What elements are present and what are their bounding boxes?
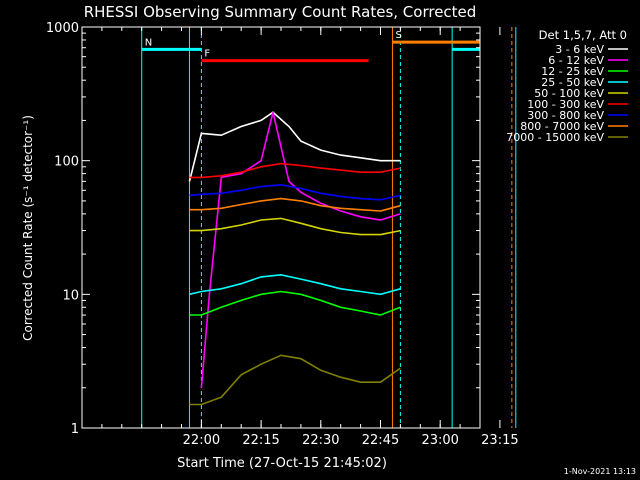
x-tick-label-0: 22:00 (183, 433, 220, 448)
chart-title: RHESSI Observing Summary Count Rates, Co… (84, 3, 477, 21)
legend-label-1: 6 - 12 keV (548, 54, 604, 67)
series-line-0 (188, 111, 401, 182)
legend-label-6: 300 - 800 keV (527, 109, 604, 122)
legend-label-8: 7000 - 15000 keV (506, 131, 604, 144)
series-line-4 (189, 217, 401, 236)
y-tick-label-1: 10 (62, 288, 79, 303)
timestamp: 1-Nov-2021 13:13 (564, 467, 636, 476)
series-line-3 (189, 273, 401, 296)
x-tick-label-5: 23:15 (481, 433, 518, 448)
series-line-1 (200, 112, 401, 388)
flag-label-S: S (395, 30, 401, 41)
legend-label-5: 100 - 300 keV (527, 98, 604, 111)
y-axis-label: Corrected Count Rate (s⁻¹ detector⁻¹) (21, 115, 35, 341)
series-line-8 (189, 354, 401, 406)
series-line-2 (189, 290, 401, 316)
series-line-6 (189, 183, 401, 201)
series-line-7 (189, 197, 401, 212)
legend-label-4: 50 - 100 keV (534, 87, 604, 100)
flag-label-F: F (204, 49, 210, 60)
legend-title: Det 1,5,7, Att 0 (539, 28, 627, 42)
y-tick-label-3: 1000 (46, 21, 79, 36)
x-axis-label: Start Time (27-Oct-15 21:45:02) (177, 456, 387, 471)
legend-label-3: 25 - 50 keV (541, 76, 604, 89)
series-line-5 (189, 162, 401, 179)
y-tick-label-2: 100 (54, 155, 79, 170)
legend-label-2: 12 - 25 keV (541, 65, 604, 78)
x-tick-label-1: 22:15 (242, 433, 279, 448)
legend-label-7: 800 - 7000 keV (520, 120, 604, 133)
x-tick-label-3: 22:45 (362, 433, 399, 448)
x-tick-label-2: 22:30 (302, 433, 339, 448)
plot-layer: N F S (141, 27, 517, 428)
flag-label-N: N (145, 37, 152, 48)
axes: 1 10 100 1000 22:00 22:15 22:30 22:45 23:00 23:15 (46, 21, 519, 448)
y-tick-label-0: 1 (71, 422, 79, 437)
legend-label-0: 3 - 6 keV (555, 43, 604, 56)
x-tick-label-4: 23:00 (421, 433, 458, 448)
